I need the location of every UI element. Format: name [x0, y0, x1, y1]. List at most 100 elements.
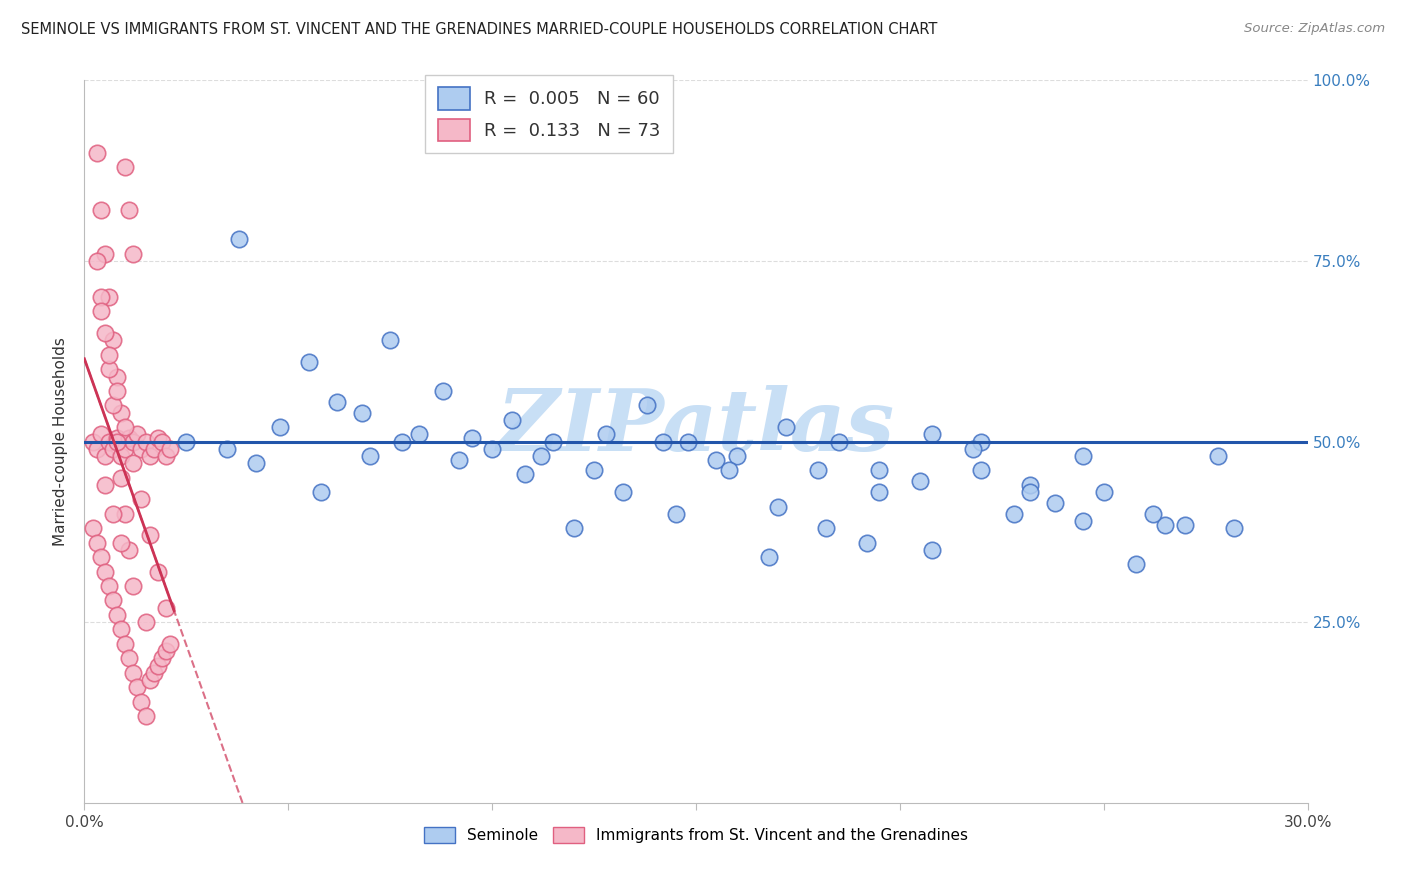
- Point: [90, 203, 112, 218]
- Point: [131, 695, 153, 709]
- Point: [114, 637, 136, 651]
- Point: [910, 475, 932, 489]
- Point: [350, 406, 373, 420]
- Point: [122, 665, 145, 680]
- Point: [86, 145, 108, 160]
- Point: [122, 456, 145, 470]
- Point: [1002, 507, 1025, 521]
- Point: [1206, 449, 1229, 463]
- Point: [869, 485, 891, 500]
- Point: [612, 485, 634, 500]
- Text: SEMINOLE VS IMMIGRANTS FROM ST. VINCENT AND THE GRENADINES MARRIED-COUPLE HOUSEH: SEMINOLE VS IMMIGRANTS FROM ST. VINCENT …: [21, 22, 938, 37]
- Point: [807, 463, 830, 477]
- Point: [110, 623, 132, 637]
- Point: [758, 550, 780, 565]
- Point: [1073, 449, 1095, 463]
- Point: [502, 413, 524, 427]
- Point: [93, 246, 115, 260]
- Point: [449, 452, 471, 467]
- Point: [93, 478, 115, 492]
- Point: [513, 467, 536, 481]
- Point: [97, 362, 120, 376]
- Point: [583, 463, 606, 477]
- Point: [93, 326, 115, 340]
- Point: [118, 651, 141, 665]
- Point: [461, 431, 484, 445]
- Point: [97, 579, 120, 593]
- Point: [155, 644, 177, 658]
- Point: [118, 203, 141, 218]
- Point: [101, 398, 124, 412]
- Point: [86, 442, 108, 456]
- Point: [138, 528, 160, 542]
- Point: [122, 434, 145, 449]
- Point: [391, 434, 413, 449]
- Point: [245, 456, 267, 470]
- Point: [138, 673, 160, 687]
- Point: [122, 246, 145, 260]
- Point: [97, 290, 120, 304]
- Point: [775, 420, 797, 434]
- Point: [114, 160, 136, 174]
- Point: [1174, 517, 1197, 532]
- Point: [1019, 485, 1042, 500]
- Point: [1043, 496, 1066, 510]
- Point: [856, 535, 879, 549]
- Point: [110, 406, 132, 420]
- Point: [82, 434, 104, 449]
- Point: [543, 434, 565, 449]
- Point: [530, 449, 553, 463]
- Point: [135, 615, 157, 630]
- Point: [105, 607, 128, 622]
- Point: [127, 680, 149, 694]
- Point: [127, 427, 149, 442]
- Point: [131, 442, 153, 456]
- Point: [97, 434, 120, 449]
- Point: [86, 253, 108, 268]
- Point: [142, 665, 165, 680]
- Y-axis label: Married-couple Households: Married-couple Households: [53, 337, 69, 546]
- Point: [1223, 521, 1246, 535]
- Point: [298, 355, 321, 369]
- Point: [481, 442, 503, 456]
- Point: [135, 434, 157, 449]
- Text: ZIPatlas: ZIPatlas: [496, 385, 896, 469]
- Point: [1019, 478, 1042, 492]
- Point: [562, 521, 585, 535]
- Point: [921, 427, 943, 442]
- Point: [101, 442, 124, 456]
- Point: [725, 449, 748, 463]
- Point: [90, 550, 112, 565]
- Point: [155, 600, 177, 615]
- Point: [90, 427, 112, 442]
- Point: [1142, 507, 1164, 521]
- Point: [921, 542, 943, 557]
- Point: [717, 463, 740, 477]
- Point: [970, 434, 993, 449]
- Text: Source: ZipAtlas.com: Source: ZipAtlas.com: [1244, 22, 1385, 36]
- Point: [309, 485, 332, 500]
- Point: [1125, 558, 1147, 572]
- Point: [131, 492, 153, 507]
- Point: [665, 507, 688, 521]
- Point: [269, 420, 291, 434]
- Point: [159, 637, 181, 651]
- Point: [228, 232, 250, 246]
- Point: [217, 442, 239, 456]
- Point: [676, 434, 699, 449]
- Point: [82, 521, 104, 535]
- Point: [359, 449, 381, 463]
- Point: [1073, 514, 1095, 528]
- Point: [110, 535, 132, 549]
- Point: [93, 449, 115, 463]
- Point: [93, 565, 115, 579]
- Point: [101, 593, 124, 607]
- Point: [970, 463, 993, 477]
- Point: [380, 334, 402, 348]
- Point: [105, 431, 128, 445]
- Point: [155, 449, 177, 463]
- Point: [101, 507, 124, 521]
- Point: [869, 463, 891, 477]
- Point: [159, 442, 181, 456]
- Point: [101, 334, 124, 348]
